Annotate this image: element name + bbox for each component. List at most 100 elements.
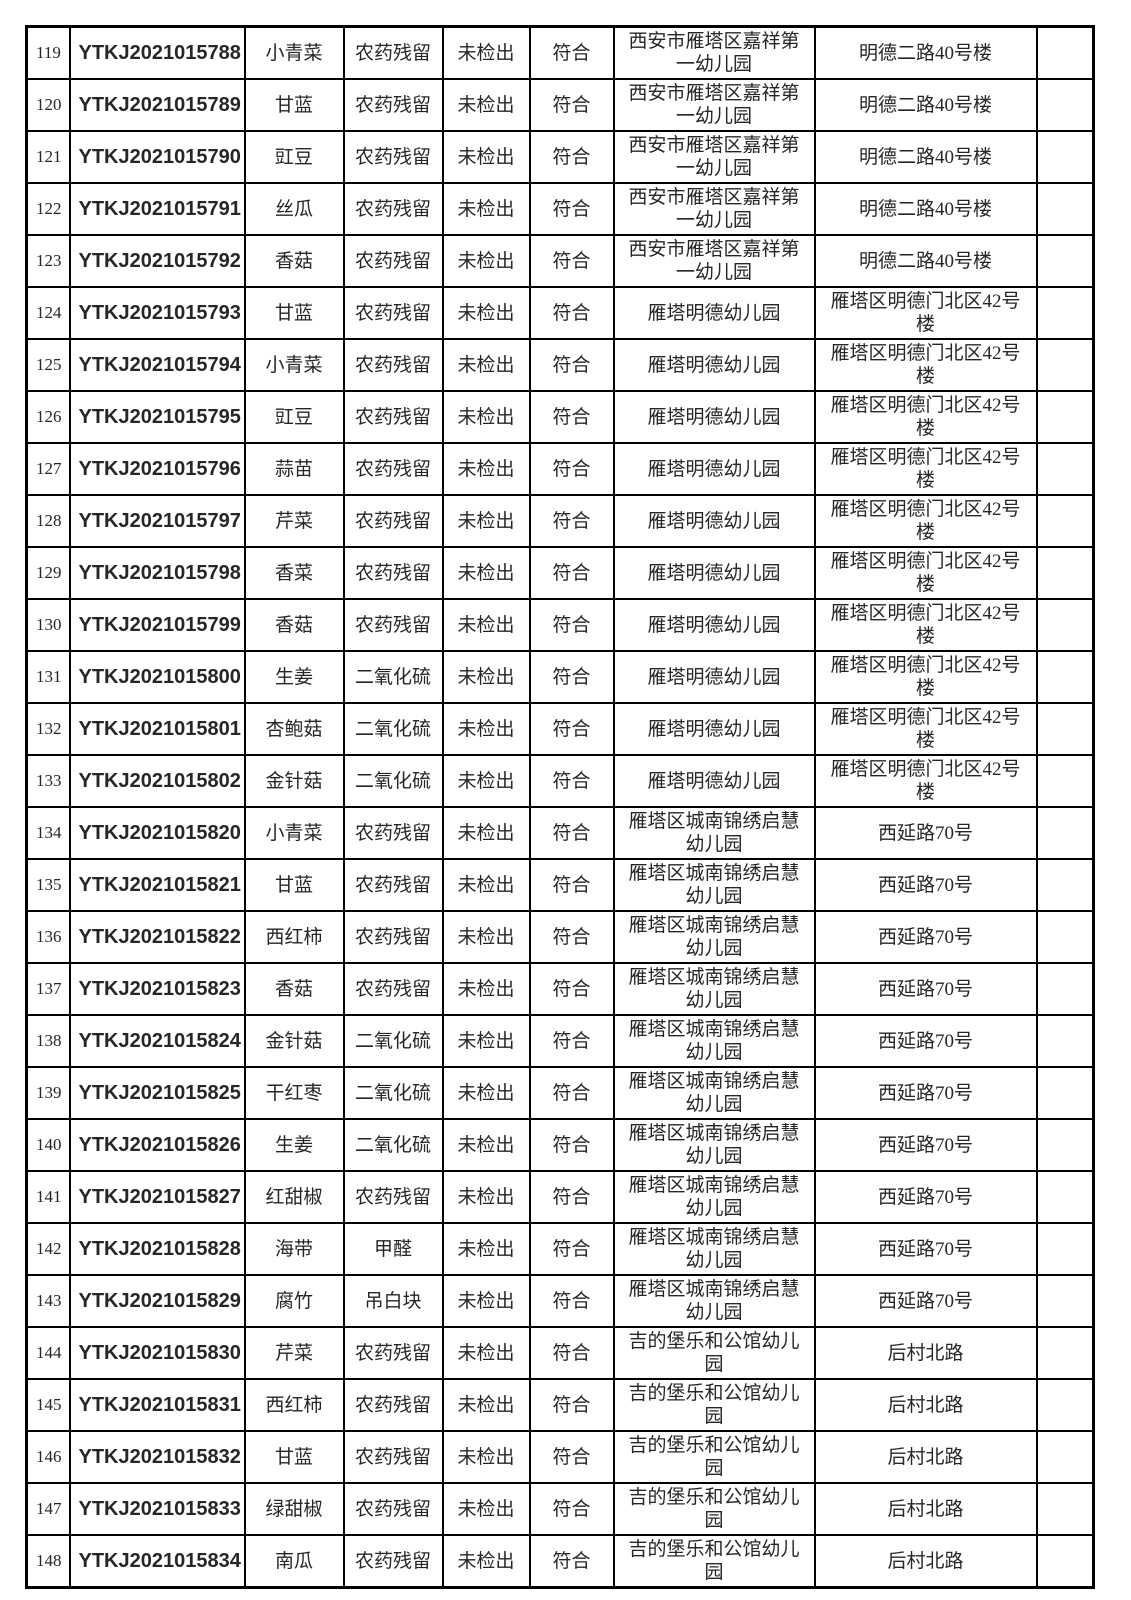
cell-row-number: 123	[25, 234, 71, 288]
cell-conclusion: 符合	[528, 1378, 615, 1432]
cell-remark-empty	[1035, 494, 1095, 548]
cell-row-number: 133	[25, 754, 71, 808]
cell-conclusion: 符合	[528, 858, 615, 912]
cell-test-result: 未检出	[441, 1482, 531, 1536]
cell-address: 明德二路40号楼	[813, 78, 1038, 132]
cell-organization: 西安市雁塔区嘉祥第一幼儿园	[612, 78, 816, 132]
cell-test-result: 未检出	[441, 598, 531, 652]
cell-row-number: 137	[25, 962, 71, 1016]
cell-row-number: 148	[25, 1534, 71, 1589]
cell-row-number: 127	[25, 442, 71, 496]
cell-address: 雁塔区明德门北区42号楼	[813, 546, 1038, 600]
cell-row-number: 130	[25, 598, 71, 652]
cell-test-item: 农药残留	[342, 25, 444, 80]
cell-address: 雁塔区明德门北区42号楼	[813, 702, 1038, 756]
cell-address: 明德二路40号楼	[813, 25, 1038, 80]
cell-conclusion: 符合	[528, 702, 615, 756]
cell-row-number: 136	[25, 910, 71, 964]
cell-sample-code: YTKJ2021015789	[68, 78, 246, 132]
cell-test-item: 农药残留	[342, 338, 444, 392]
cell-row-number: 126	[25, 390, 71, 444]
cell-sample-code: YTKJ2021015799	[68, 598, 246, 652]
cell-row-number: 147	[25, 1482, 71, 1536]
cell-organization: 雁塔明德幼儿园	[612, 286, 816, 340]
cell-test-item: 二氧化硫	[342, 1066, 444, 1120]
cell-sample-code: YTKJ2021015833	[68, 1482, 246, 1536]
cell-conclusion: 符合	[528, 806, 615, 860]
cell-address: 雁塔区明德门北区42号楼	[813, 442, 1038, 496]
cell-sample-name: 腐竹	[243, 1274, 345, 1328]
table-row: 141 YTKJ2021015827 红甜椒 农药残留 未检出 符合 雁塔区城南…	[25, 1170, 1095, 1224]
cell-remark-empty	[1035, 650, 1095, 704]
cell-test-item: 农药残留	[342, 234, 444, 288]
cell-sample-name: 蒜苗	[243, 442, 345, 496]
cell-organization: 雁塔区城南锦绣启慧幼儿园	[612, 1170, 816, 1224]
cell-remark-empty	[1035, 702, 1095, 756]
cell-sample-code: YTKJ2021015802	[68, 754, 246, 808]
cell-row-number: 134	[25, 806, 71, 860]
cell-address: 后村北路	[813, 1534, 1038, 1589]
table-row: 136 YTKJ2021015822 西红柿 农药残留 未检出 符合 雁塔区城南…	[25, 910, 1095, 964]
cell-remark-empty	[1035, 390, 1095, 444]
cell-organization: 吉的堡乐和公馆幼儿园	[612, 1430, 816, 1484]
cell-test-item: 二氧化硫	[342, 754, 444, 808]
cell-remark-empty	[1035, 1326, 1095, 1380]
table-row: 122 YTKJ2021015791 丝瓜 农药残留 未检出 符合 西安市雁塔区…	[25, 182, 1095, 236]
cell-sample-code: YTKJ2021015794	[68, 338, 246, 392]
cell-remark-empty	[1035, 1066, 1095, 1120]
cell-sample-code: YTKJ2021015788	[68, 25, 246, 80]
cell-sample-name: 红甜椒	[243, 1170, 345, 1224]
cell-test-item: 农药残留	[342, 858, 444, 912]
cell-test-item: 农药残留	[342, 494, 444, 548]
cell-row-number: 143	[25, 1274, 71, 1328]
table-row: 131 YTKJ2021015800 生姜 二氧化硫 未检出 符合 雁塔明德幼儿…	[25, 650, 1095, 704]
cell-organization: 西安市雁塔区嘉祥第一幼儿园	[612, 234, 816, 288]
cell-remark-empty	[1035, 78, 1095, 132]
table-row: 139 YTKJ2021015825 干红枣 二氧化硫 未检出 符合 雁塔区城南…	[25, 1066, 1095, 1120]
cell-test-item: 农药残留	[342, 1170, 444, 1224]
cell-sample-name: 金针菇	[243, 1014, 345, 1068]
cell-conclusion: 符合	[528, 962, 615, 1016]
cell-sample-name: 香菜	[243, 546, 345, 600]
cell-remark-empty	[1035, 962, 1095, 1016]
cell-test-result: 未检出	[441, 1170, 531, 1224]
cell-test-result: 未检出	[441, 806, 531, 860]
cell-remark-empty	[1035, 910, 1095, 964]
cell-conclusion: 符合	[528, 234, 615, 288]
table-row: 126 YTKJ2021015795 豇豆 农药残留 未检出 符合 雁塔明德幼儿…	[25, 390, 1095, 444]
cell-organization: 雁塔明德幼儿园	[612, 494, 816, 548]
cell-test-item: 农药残留	[342, 1430, 444, 1484]
cell-test-item: 吊白块	[342, 1274, 444, 1328]
cell-organization: 雁塔区城南锦绣启慧幼儿园	[612, 1118, 816, 1172]
cell-organization: 雁塔明德幼儿园	[612, 338, 816, 392]
cell-sample-code: YTKJ2021015792	[68, 234, 246, 288]
cell-conclusion: 符合	[528, 286, 615, 340]
cell-address: 西延路70号	[813, 1274, 1038, 1328]
cell-organization: 雁塔明德幼儿园	[612, 650, 816, 704]
cell-sample-code: YTKJ2021015790	[68, 130, 246, 184]
cell-test-item: 二氧化硫	[342, 702, 444, 756]
table-row: 144 YTKJ2021015830 芹菜 农药残留 未检出 符合 吉的堡乐和公…	[25, 1326, 1095, 1380]
cell-conclusion: 符合	[528, 390, 615, 444]
cell-test-result: 未检出	[441, 754, 531, 808]
cell-address: 后村北路	[813, 1378, 1038, 1432]
cell-sample-code: YTKJ2021015795	[68, 390, 246, 444]
cell-test-result: 未检出	[441, 1274, 531, 1328]
cell-test-result: 未检出	[441, 1378, 531, 1432]
cell-remark-empty	[1035, 546, 1095, 600]
cell-conclusion: 符合	[528, 442, 615, 496]
cell-sample-name: 小青菜	[243, 806, 345, 860]
cell-test-result: 未检出	[441, 1534, 531, 1589]
cell-organization: 雁塔区城南锦绣启慧幼儿园	[612, 962, 816, 1016]
inspection-results-table: 119 YTKJ2021015788 小青菜 农药残留 未检出 符合 西安市雁塔…	[25, 25, 1095, 1589]
cell-remark-empty	[1035, 130, 1095, 184]
cell-test-result: 未检出	[441, 1066, 531, 1120]
cell-organization: 吉的堡乐和公馆幼儿园	[612, 1326, 816, 1380]
cell-address: 明德二路40号楼	[813, 130, 1038, 184]
table-row: 143 YTKJ2021015829 腐竹 吊白块 未检出 符合 雁塔区城南锦绣…	[25, 1274, 1095, 1328]
cell-sample-code: YTKJ2021015800	[68, 650, 246, 704]
cell-row-number: 125	[25, 338, 71, 392]
table-row: 128 YTKJ2021015797 芹菜 农药残留 未检出 符合 雁塔明德幼儿…	[25, 494, 1095, 548]
cell-sample-code: YTKJ2021015826	[68, 1118, 246, 1172]
cell-address: 西延路70号	[813, 1118, 1038, 1172]
